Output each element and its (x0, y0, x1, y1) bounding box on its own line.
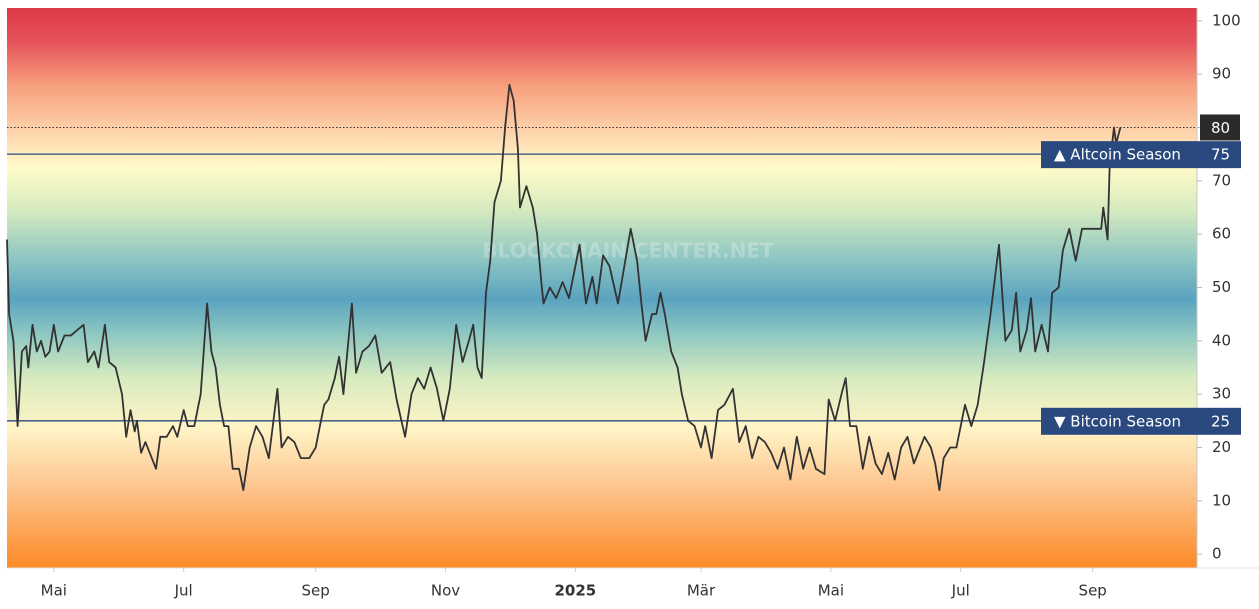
y-tick-label: 60 (1212, 225, 1231, 243)
x-tick-label: Nov (431, 582, 460, 600)
y-tick-label: 70 (1212, 171, 1231, 189)
reference-label: ▼ Bitcoin Season (1054, 412, 1181, 430)
x-tick-label: Mai (41, 582, 67, 600)
reference-label: ▲ Altcoin Season (1054, 146, 1181, 164)
last-value-box (1200, 114, 1240, 141)
y-tick-label: 100 (1212, 11, 1241, 29)
x-tick-label: Sep (302, 582, 330, 600)
x-tick-label: 2025 (555, 582, 597, 600)
y-tick-label: 0 (1212, 545, 1222, 563)
y-tick-label: 30 (1212, 385, 1231, 403)
series-line (6, 83, 1122, 491)
y-tick-label: 20 (1212, 438, 1231, 456)
y-tick-label: 10 (1212, 491, 1231, 509)
last-value-label: 80 (1211, 119, 1230, 137)
x-tick-label: Sep (1079, 582, 1107, 600)
x-tick-label: Mai (818, 582, 844, 600)
plot-background (7, 8, 1197, 568)
y-tick-label: 50 (1212, 278, 1231, 296)
reference-label-box (1041, 141, 1241, 169)
reference-value-label: 25 (1211, 412, 1230, 430)
reference-value-label: 75 (1211, 146, 1230, 164)
x-tick-label: Jul (174, 582, 193, 600)
x-tick-label: Jul (951, 582, 970, 600)
y-tick-label: 40 (1212, 331, 1231, 349)
x-tick-label: Mär (687, 582, 716, 600)
reference-label-box (1041, 407, 1241, 435)
y-tick-label: 90 (1212, 65, 1231, 83)
